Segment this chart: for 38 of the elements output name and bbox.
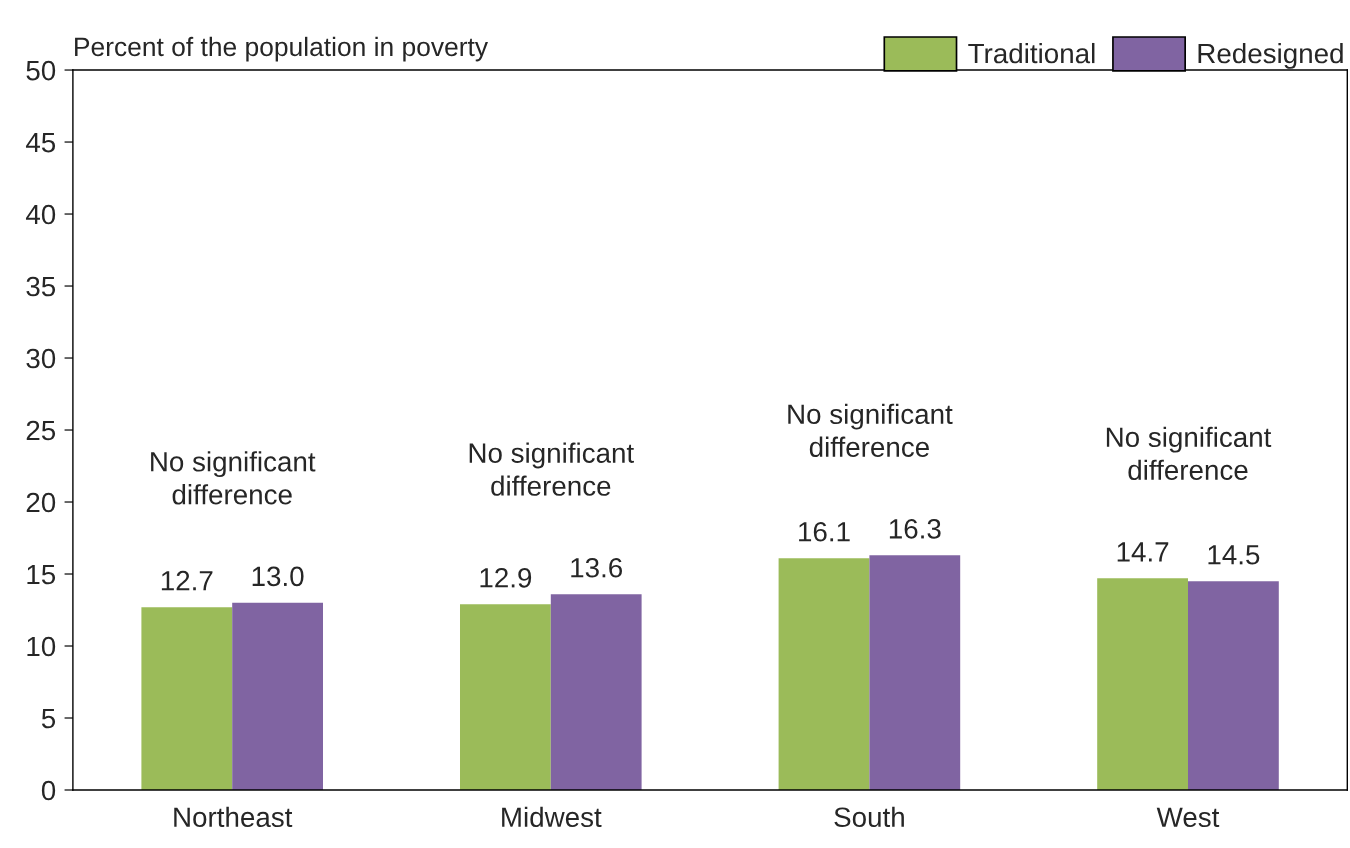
y-tick-label: 40	[25, 204, 56, 225]
bar	[460, 604, 551, 790]
bar	[141, 607, 233, 790]
y-tick-label: 45	[25, 132, 56, 153]
data-label: 13.6	[571, 557, 623, 578]
data-label: 14.5	[1208, 545, 1260, 565]
y-tick-label: 30	[26, 348, 56, 369]
y-axis-title: Percent of the population in poverty	[75, 36, 489, 62]
data-label: 16.3	[889, 519, 941, 539]
y-tick-label: 10	[27, 636, 56, 657]
legend-label: Redesigned	[1198, 42, 1343, 69]
data-label: 12.7	[161, 570, 213, 591]
legend-label: Traditional	[968, 42, 1095, 64]
x-tick-label: Northeast	[174, 806, 293, 828]
bar	[869, 555, 961, 790]
y-tick-label: 25	[26, 420, 56, 441]
annotation: No significant difference	[469, 442, 634, 496]
data-label: 13.0	[252, 566, 304, 587]
y-tick-label: 35	[26, 276, 56, 297]
bar	[1188, 581, 1279, 790]
annotation: No significant difference	[151, 451, 316, 505]
data-label: 14.7	[1117, 542, 1169, 562]
y-tick-label: 15	[27, 564, 56, 585]
bar	[550, 594, 642, 790]
y-tick-label: 5	[41, 708, 56, 729]
annotation: No significant difference	[788, 403, 953, 457]
y-tick-label: 50	[26, 60, 56, 81]
data-label: 12.9	[480, 567, 532, 588]
data-label: 16.1	[799, 521, 850, 542]
y-tick-label: 20	[26, 492, 56, 513]
x-tick-label: Midwest	[502, 806, 602, 828]
y-tick-label: 0	[41, 780, 56, 801]
bar	[232, 602, 323, 790]
x-tick-label: South	[834, 806, 904, 828]
annotation: No significant difference	[1106, 426, 1272, 481]
bar	[1097, 578, 1188, 790]
bar	[778, 558, 870, 790]
x-tick-label: West	[1156, 807, 1220, 828]
